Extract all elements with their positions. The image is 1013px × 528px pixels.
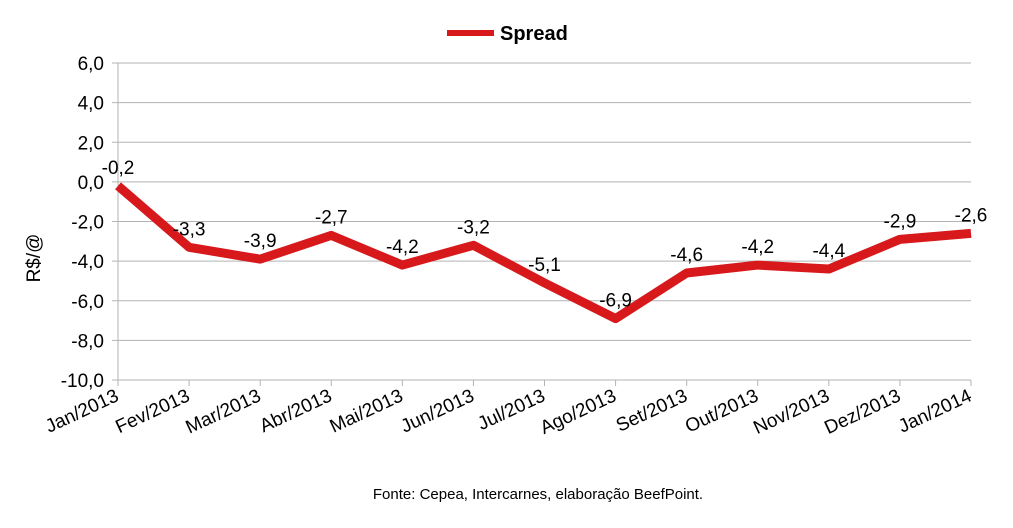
y-axis-title: R$/@: [24, 234, 45, 283]
x-tick-label: Set/2013: [613, 385, 691, 436]
x-axis-tick-labels: Jan/2013Fev/2013Mar/2013Abr/2013Mai/2013…: [42, 385, 975, 439]
y-tick-label: -4,0: [71, 252, 104, 273]
x-tick-label: Nov/2013: [750, 385, 833, 438]
data-label: -2,7: [315, 207, 348, 228]
x-tick-label: Dez/2013: [821, 385, 904, 438]
x-tick-label: Out/2013: [682, 385, 762, 437]
data-label: -4,4: [812, 241, 845, 262]
data-point: [472, 244, 474, 246]
x-tick-label: Jan/2014: [895, 385, 975, 437]
data-point: [117, 185, 119, 187]
x-tick-label: Mar/2013: [183, 385, 265, 438]
y-tick-label: 0,0: [78, 173, 104, 194]
data-point: [828, 268, 830, 270]
data-label: -3,9: [244, 231, 277, 252]
data-label: -2,9: [884, 211, 917, 232]
data-point: [757, 264, 759, 266]
y-tick-label: -6,0: [71, 292, 104, 313]
series-spread: [115, 182, 972, 324]
data-label: -6,9: [599, 291, 632, 312]
data-label: -4,2: [741, 237, 774, 258]
x-tick-label: Jul/2013: [475, 385, 549, 434]
y-tick-label: 2,0: [78, 133, 104, 154]
data-point: [686, 272, 688, 274]
axes: [112, 62, 972, 386]
x-tick-label: Mai/2013: [327, 385, 407, 437]
x-tick-label: Fev/2013: [113, 385, 194, 438]
data-point: [330, 234, 332, 236]
data-point: [401, 264, 403, 266]
data-point: [544, 282, 546, 284]
data-label: -4,2: [386, 237, 419, 258]
x-tick-label: Abr/2013: [257, 385, 336, 437]
x-tick-label: Ago/2013: [537, 385, 620, 438]
y-tick-label: -8,0: [71, 331, 104, 352]
y-tick-label: -2,0: [71, 213, 104, 234]
data-point: [259, 258, 261, 260]
series-line-spread: [115, 182, 972, 324]
data-label: -4,6: [670, 245, 703, 266]
data-labels: -0,2 -3,3 -3,9 -2,7 -4,2 -3,2 -5,1 -6,9 -4,6 -4,2…: [102, 158, 988, 312]
data-point: [188, 246, 190, 248]
y-axis-tick-labels: -10,0 -8,0 -6,0 -4,0 -2,0 0,0 2,0 4,0 6,0: [61, 54, 104, 392]
gridlines: [118, 62, 971, 341]
data-label: -3,3: [173, 219, 206, 240]
y-tick-label: 6,0: [78, 54, 104, 75]
y-tick-label: 4,0: [78, 94, 104, 115]
source-note: Fonte: Cepea, Intercarnes, elaboração Be…: [373, 486, 703, 503]
x-tick-label: Jun/2013: [398, 385, 478, 437]
x-tick-label: Jan/2013: [42, 385, 122, 437]
data-point: [615, 318, 617, 320]
y-tick-label: -10,0: [61, 371, 104, 392]
data-label: -5,1: [528, 255, 561, 276]
data-point: [970, 232, 972, 234]
data-label: -3,2: [457, 217, 490, 238]
data-label: -2,6: [955, 205, 988, 226]
legend-label-spread: Spread: [500, 23, 568, 45]
legend: Spread: [447, 23, 568, 45]
data-point: [899, 238, 901, 240]
data-label: -0,2: [102, 158, 135, 179]
